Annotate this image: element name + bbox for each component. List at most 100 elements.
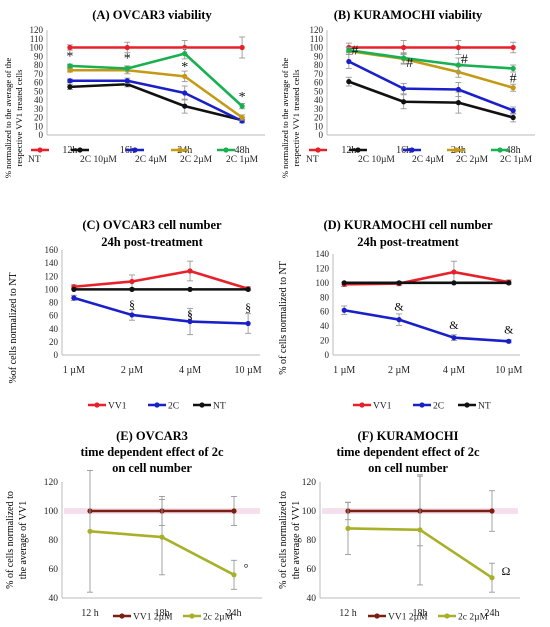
panel-f-data-point — [345, 525, 351, 532]
panel-d-legend-marker — [419, 402, 425, 408]
panel-a-data-point — [67, 63, 73, 69]
panel-a-data-point — [67, 67, 73, 73]
panel-c-series-line — [73, 269, 249, 290]
panel-a-data-point — [124, 44, 130, 51]
panel-c-plot-area: 0 20 40 60 80 100 120 140 160 1 µM 2 µM 4 µM 10 µM § §… — [45, 245, 262, 412]
panel-d-significance-mark: & — [394, 299, 404, 313]
panel-a-legend-label: 2C 10µM — [80, 155, 117, 165]
panel-f-ytick-label: 120 — [302, 478, 317, 488]
panel-a-series-line — [69, 68, 243, 119]
panel-c-data-point — [129, 312, 135, 318]
panel-a-data-point — [124, 65, 130, 72]
panel-e-legend-marker — [189, 613, 195, 619]
panel-b-series-line — [348, 60, 514, 112]
panel-c-legend-marker — [199, 402, 205, 408]
panel-f-legend-marker — [374, 613, 380, 619]
panel-e-data-point — [159, 534, 165, 540]
panel-c-data-point — [71, 286, 77, 292]
panel-d-ytick-label: 40 — [320, 321, 330, 331]
panel-b-data-point — [510, 65, 516, 72]
panel-a-significance-mark: * — [66, 50, 73, 65]
panel-a-data-point — [182, 73, 188, 79]
panel-c-title: (C) OVCAR3 cell number — [82, 218, 222, 232]
panel-e-ylabel-line2: the average of VV1 — [18, 501, 29, 579]
panel-c-series-line — [73, 296, 249, 325]
panel-d-ytick-label: 120 — [316, 263, 330, 273]
panel-b-legend-label: 2C 2µM — [456, 155, 489, 165]
panel-b-ytick-label: 70 — [314, 69, 324, 79]
panel-a-data-point — [182, 90, 188, 96]
panel-f-ytick-label: 40 — [307, 594, 317, 604]
panel-b-ytick-label: 100 — [310, 43, 324, 53]
panel-b-ytick-label: 40 — [314, 95, 324, 105]
panel-b-title: (B) KURAMOCHI viability — [334, 8, 483, 22]
panel-e-ytick-label: 60 — [49, 565, 59, 575]
panel-b-data-point — [346, 47, 352, 53]
panel-e-xtick-label: 18h — [155, 608, 170, 619]
panel-e-xtick-label: 24h — [227, 608, 242, 619]
panel-f-kuramochi-time-effect: (F) KURAMOCHI time dependent effect of 2… — [278, 429, 520, 623]
panel-a-legend-marker — [132, 147, 138, 153]
panel-d-legend-label: VV1 — [373, 402, 392, 412]
panel-a-ylabel-line1: % normalized to the average of the — [3, 58, 13, 178]
panel-a-ytick-label: 90 — [34, 51, 44, 61]
panel-c-data-point — [187, 268, 193, 274]
panel-a-legend-label: 2C 4µM — [135, 155, 168, 165]
panel-c-data-point — [71, 295, 77, 301]
panel-b-kuramochi-viability: (B) KURAMOCHI viability % normalized to … — [280, 8, 535, 178]
panel-c-data-point — [245, 320, 251, 327]
panel-d-data-point — [396, 280, 402, 286]
panel-c-ytick-label: 140 — [45, 258, 59, 268]
panel-a-xtick-label: 48h — [235, 145, 250, 156]
panel-f-xtick-label: 18h — [413, 608, 428, 619]
panel-a-legend-label: NT — [28, 155, 41, 165]
panel-f-xtick-label: 24h — [485, 608, 500, 619]
panel-b-ytick-label: 60 — [314, 78, 324, 88]
panel-e-ylabel-line1: % of cells normalized to — [5, 491, 16, 589]
panel-e-ovcar3-time-effect: (E) OVCAR3 time dependent effect of 2c o… — [5, 429, 262, 623]
panel-a-series-line — [69, 82, 243, 122]
panel-a-ovcar3-viability: (A) OVCAR3 viability % normalized to the… — [3, 8, 265, 178]
panel-a-series-line — [69, 52, 243, 108]
panel-b-data-point — [346, 58, 352, 65]
panel-c-ovcar3-cell-number: (C) OVCAR3 cell number 24h post-treatmen… — [8, 218, 262, 412]
panel-b-data-point — [455, 44, 461, 51]
panel-c-data-point — [187, 318, 193, 325]
panel-d-xtick-label: 2 µM — [388, 365, 410, 376]
panel-c-ytick-label: 160 — [45, 245, 59, 255]
panel-d-data-point — [451, 280, 457, 286]
panel-d-significance-mark: & — [449, 318, 459, 332]
panel-b-series-line — [348, 48, 514, 70]
panel-a-data-point — [124, 78, 130, 84]
panel-d-data-point — [506, 338, 512, 344]
panel-c-significance-mark: § — [245, 301, 251, 315]
panel-b-ylabel-line1: % normalized to the average of the — [280, 58, 290, 178]
panel-d-data-point — [506, 280, 512, 286]
panel-d-xtick-label: 10 µM — [495, 365, 522, 376]
panel-e-ytick-label: 40 — [49, 594, 59, 604]
panel-e-plot-area: 40 60 80 100 120 12 h 18h 24h ° VV1 2µM 2c 2µM — [44, 469, 262, 623]
panel-f-subtitle2: on cell number — [368, 461, 448, 475]
panel-d-legend-marker — [464, 402, 470, 408]
panel-c-significance-mark: § — [129, 297, 135, 311]
panel-a-data-point — [67, 84, 73, 90]
panel-e-legend-label: 2c 2µM — [203, 613, 234, 623]
panel-c-data-point — [245, 286, 251, 292]
panel-a-series-line — [69, 79, 243, 123]
panel-e-xtick-label: 12 h — [81, 608, 99, 619]
panel-b-data-point — [401, 99, 407, 105]
panel-a-ytick-label: 50 — [34, 86, 44, 96]
panel-f-legend-marker — [444, 613, 450, 619]
panel-b-ytick-label: 90 — [314, 51, 324, 61]
panel-f-significance-mark: Ω — [502, 564, 511, 578]
panel-b-significance-mark: # — [461, 52, 468, 67]
panel-c-legend-label: 2C — [168, 402, 179, 412]
panel-d-kuramochi-cell-number: (D) KURAMOCHI cell number 24h post-treat… — [278, 218, 522, 412]
panel-e-title: (E) OVCAR3 — [116, 429, 188, 443]
panel-b-ytick-label: 80 — [314, 60, 324, 70]
panel-f-ytick-label: 60 — [307, 565, 317, 575]
panel-b-data-point — [455, 100, 461, 106]
panel-d-legend-label: 2C — [433, 402, 444, 412]
panel-e-subtitle: time dependent effect of 2c — [80, 445, 223, 459]
panel-a-title: (A) OVCAR3 viability — [92, 8, 212, 22]
